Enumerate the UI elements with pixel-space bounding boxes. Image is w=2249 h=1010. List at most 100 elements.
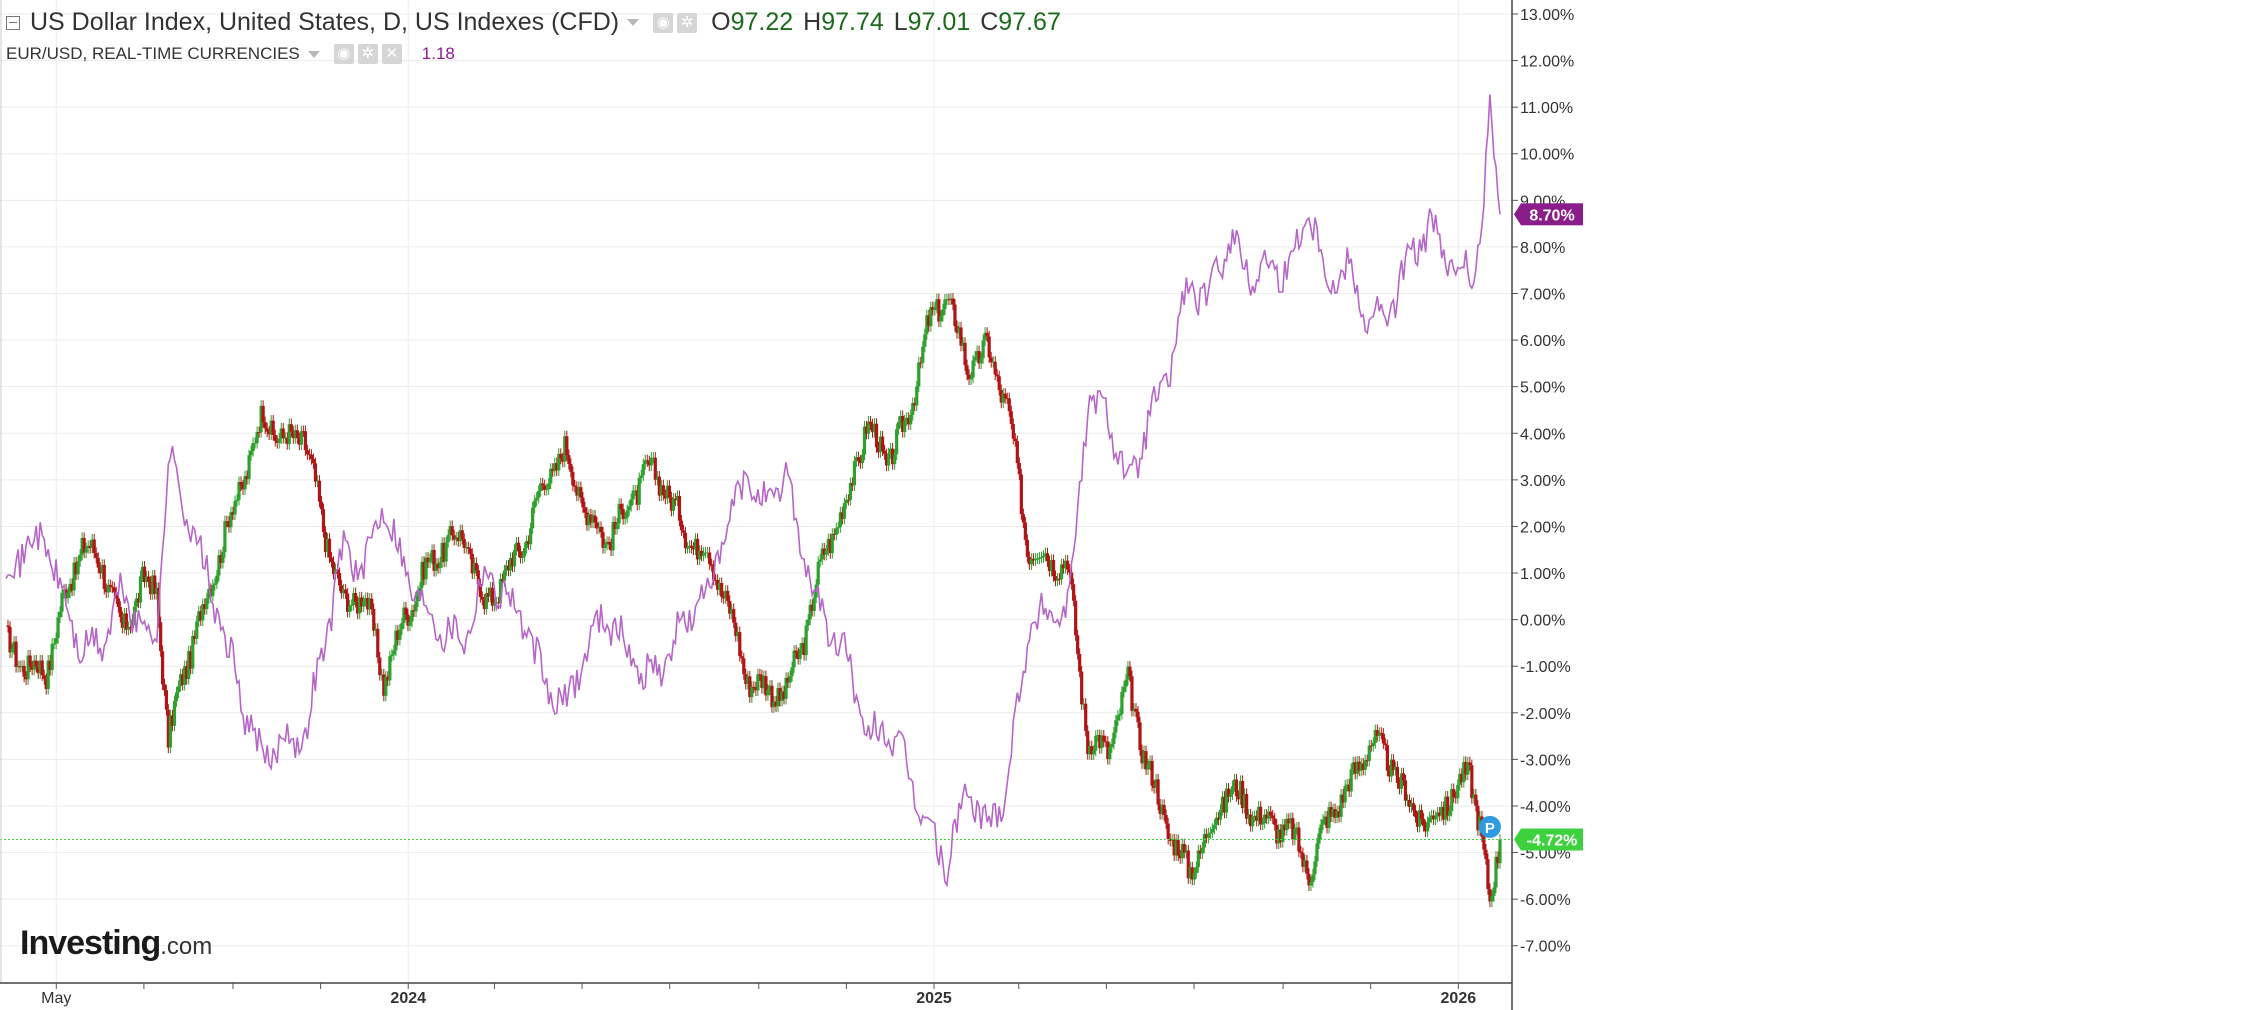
usd-candle <box>921 346 925 363</box>
usd-candle <box>782 691 786 699</box>
usd-candle <box>563 436 567 462</box>
usd-candle <box>1299 851 1303 854</box>
usd-candle <box>708 552 712 565</box>
usd-candle <box>1082 703 1086 705</box>
usd-candle <box>297 438 301 445</box>
usd-candle <box>223 521 227 553</box>
usd-candle <box>299 431 303 445</box>
usd-candle <box>965 365 969 375</box>
usd-candle <box>878 436 883 453</box>
usd-candle <box>687 545 692 548</box>
usd-candle <box>995 374 999 377</box>
usd-candle <box>806 619 810 626</box>
usd-candle <box>490 587 495 606</box>
usd-candle <box>991 361 995 363</box>
chevron-down-icon[interactable] <box>307 50 320 58</box>
usd-candle <box>1438 812 1442 816</box>
usd-candle <box>1432 815 1436 820</box>
y-tick-label: 13.00% <box>1520 7 1574 24</box>
usd-candle <box>1094 735 1098 751</box>
usd-candle <box>959 327 963 346</box>
x-tick-label: 2026 <box>1441 990 1477 1007</box>
compare-symbol-label[interactable]: EUR/USD, REAL-TIME CURRENCIES <box>6 44 300 63</box>
usd-candle <box>500 579 505 581</box>
gear-icon[interactable]: ✲ <box>677 12 698 33</box>
usd-candle <box>864 426 869 434</box>
y-tick-label: -6.00% <box>1520 892 1571 909</box>
usd-candle <box>1230 786 1235 795</box>
close-label: C <box>980 8 999 36</box>
usd-candle <box>466 547 470 549</box>
usd-candle <box>285 437 289 445</box>
main-series-header: US Dollar Index, United States, D, US In… <box>6 8 1061 37</box>
usd-candle <box>720 583 724 597</box>
usd-candle <box>58 611 62 618</box>
usd-candle <box>52 643 56 645</box>
usd-candle <box>1415 817 1420 827</box>
usd-candle <box>474 563 478 571</box>
usd-candle <box>1325 816 1329 828</box>
usd-candle <box>291 431 295 439</box>
usd-candle <box>66 592 70 599</box>
usd-candle <box>665 485 669 499</box>
usd-candle <box>1092 750 1096 755</box>
usd-candle <box>388 656 392 681</box>
usd-candle <box>1367 745 1371 762</box>
usd-candle <box>1108 747 1112 760</box>
usd-candle <box>631 490 635 500</box>
usd-candle <box>673 498 678 501</box>
collapse-icon[interactable] <box>6 15 20 30</box>
usd-candle <box>273 434 277 441</box>
usd-candle <box>1096 735 1100 737</box>
gear-icon[interactable]: ✲ <box>357 44 378 64</box>
usd-candle <box>237 481 241 500</box>
usd-candle <box>874 423 879 448</box>
chevron-down-icon[interactable] <box>627 19 640 26</box>
usd-candle <box>746 676 750 685</box>
eur-price-badge-bg <box>1521 203 1583 226</box>
usd-candle <box>641 464 645 476</box>
usd-candle <box>189 651 193 669</box>
usd-candle <box>860 454 865 464</box>
usd-candle <box>1377 732 1381 736</box>
usd-candle <box>822 548 826 555</box>
usd-candle <box>522 547 527 557</box>
usd-candle <box>136 598 141 603</box>
usd-candle <box>172 701 177 726</box>
usd-candle <box>901 415 905 433</box>
usd-candle <box>868 421 873 425</box>
usd-candle <box>625 510 629 518</box>
usd-candle <box>1359 763 1363 771</box>
usd-candle <box>547 483 551 490</box>
usd-candle <box>1076 635 1080 654</box>
usd-candle <box>321 509 326 532</box>
usd-candle <box>348 605 352 612</box>
usd-candle <box>221 552 225 563</box>
usd-candle <box>1128 666 1132 677</box>
usd-candle <box>643 460 647 465</box>
usd-candle <box>1084 703 1088 731</box>
usd-candle <box>820 548 824 560</box>
usd-candle <box>416 591 420 602</box>
eye-icon[interactable]: ◉ <box>653 12 674 33</box>
usd-candle <box>384 676 388 696</box>
main-symbol-label[interactable]: US Dollar Index, United States, D, US In… <box>30 8 620 36</box>
close-icon[interactable]: ✕ <box>381 44 402 64</box>
usd-candle <box>253 442 257 444</box>
usd-candle <box>977 351 981 364</box>
usd-candle <box>1027 556 1031 565</box>
eye-icon[interactable]: ◉ <box>333 44 354 64</box>
usd-candle <box>1144 751 1148 770</box>
usd-candle <box>1015 441 1019 463</box>
usd-candle <box>520 556 525 558</box>
usd-candle <box>364 598 368 601</box>
usd-candle <box>1458 773 1462 785</box>
usd-candle <box>1345 784 1349 786</box>
usd-candle <box>315 480 320 482</box>
usd-candle <box>358 597 362 614</box>
usd-candle <box>309 454 314 460</box>
usd-candle <box>1134 708 1138 712</box>
usd-candle <box>462 538 466 548</box>
usd-candle <box>1049 559 1054 572</box>
